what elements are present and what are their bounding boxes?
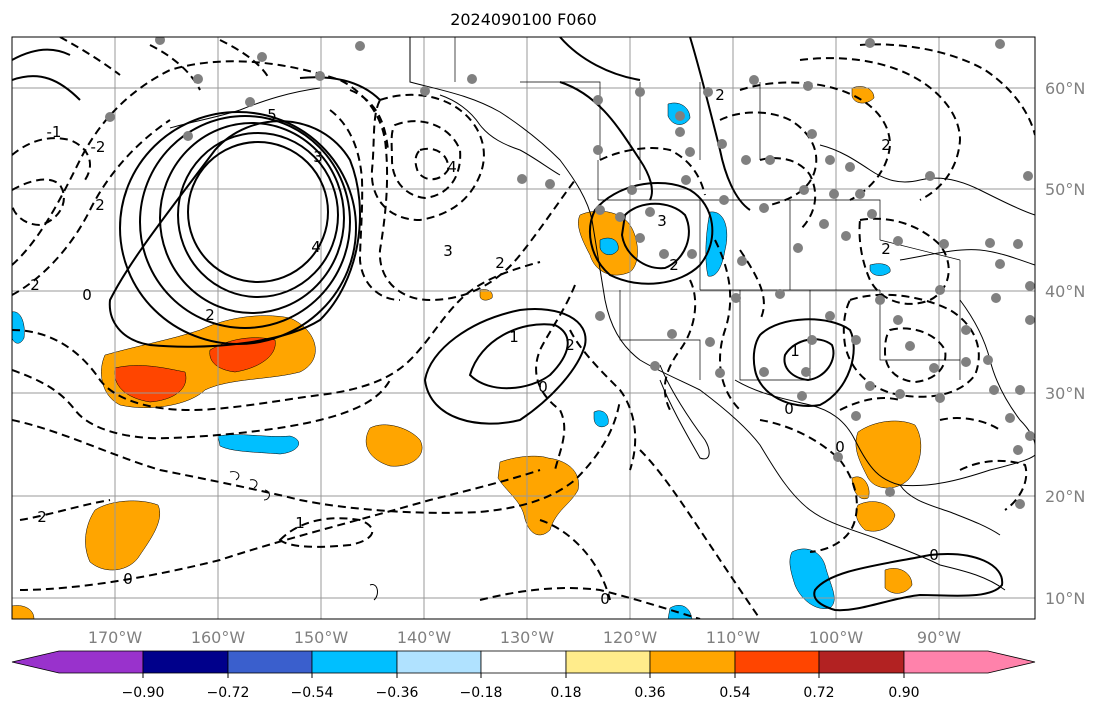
station-markers xyxy=(105,37,1035,509)
colorbar-ticks xyxy=(142,673,905,678)
latitude-labels: 60°N 50°N 40°N 30°N 20°N 10°N xyxy=(1045,79,1085,608)
colorbar-tick-label: 0.54 xyxy=(719,685,750,701)
contour-label: 3 xyxy=(313,148,323,166)
contour-label: 0 xyxy=(123,570,133,588)
colorbar-segment xyxy=(818,650,905,674)
colorbar-tick-label: 0.36 xyxy=(634,685,665,701)
map-frame xyxy=(11,36,1036,620)
longitude-labels: 170°W 160°W 150°W 140°W 130°W 120°W 110°… xyxy=(88,628,961,647)
contour-labels: 2 5 3 4 2 0 2 4 3 2 1 0 2 1 0 2 0 -2 -1 … xyxy=(30,86,939,608)
contour-label: 4 xyxy=(447,158,457,176)
map-title: 2024090100 F060 xyxy=(450,10,597,29)
contour-label: 2 xyxy=(565,336,575,354)
colorbar-segment xyxy=(142,650,229,674)
lon-label: 150°W xyxy=(294,628,349,647)
colorbar-tick-label: 0.18 xyxy=(550,685,581,701)
contour-label: 0 xyxy=(82,286,92,304)
contour-label: 4 xyxy=(311,238,321,256)
colorbar-tick-label: −0.90 xyxy=(122,685,165,701)
positive-contours xyxy=(12,37,1004,612)
colorbar-tick-labels: −0.90 −0.72 −0.54 −0.36 −0.18 0.18 0.36 … xyxy=(122,685,920,701)
lat-label: 50°N xyxy=(1045,180,1085,199)
lon-label: 100°W xyxy=(809,628,864,647)
lon-label: 160°W xyxy=(191,628,246,647)
colorbar-tick-label: −0.72 xyxy=(207,685,250,701)
contour-label: -2 xyxy=(91,138,106,156)
colorbar-tick-label: −0.36 xyxy=(376,685,419,701)
colorbar-segment xyxy=(396,650,482,674)
lon-label: 120°W xyxy=(603,628,658,647)
lat-label: 20°N xyxy=(1045,487,1085,506)
contour-label: 2 xyxy=(205,306,215,324)
contour-label: 3 xyxy=(443,242,453,260)
colorbar-tick-label: 0.90 xyxy=(888,685,919,701)
contour-label: 2 xyxy=(37,508,47,526)
colorbar-tick-label: −0.18 xyxy=(460,685,503,701)
map-panel: 2 5 3 4 2 0 2 4 3 2 1 0 2 1 0 2 0 -2 -1 … xyxy=(12,37,1035,619)
contour-label: -1 xyxy=(47,123,62,141)
colorbar-segment xyxy=(11,650,144,674)
contour-label: 2 xyxy=(95,196,105,214)
contour-label: 3 xyxy=(657,212,667,230)
contour-label: 2 xyxy=(495,254,505,272)
colorbar-tick-label: 0.72 xyxy=(803,685,834,701)
contour-label: 0 xyxy=(600,590,610,608)
coastlines xyxy=(169,37,1035,601)
lat-label: 40°N xyxy=(1045,282,1085,301)
contour-label: 0 xyxy=(835,438,845,456)
colorbar-segment xyxy=(734,650,820,674)
colorbar-segment xyxy=(227,650,313,674)
lat-label: 60°N xyxy=(1045,79,1085,98)
colorbar xyxy=(11,650,1036,674)
contour-label: 2 xyxy=(715,86,725,104)
colorbar-segment xyxy=(649,650,736,674)
political-borders xyxy=(454,37,961,381)
contour-label: 0 xyxy=(538,378,548,396)
contour-label: 2 xyxy=(881,136,891,154)
lon-label: 90°W xyxy=(917,628,961,647)
colorbar-tick-label: −0.54 xyxy=(291,685,334,701)
contour-label: 1 xyxy=(295,514,305,532)
contour-label: 2 xyxy=(881,240,891,258)
colorbar-segment xyxy=(311,650,398,674)
contour-label: 2 xyxy=(669,256,679,274)
colorbar-segment xyxy=(903,650,1036,674)
colorbar-segment xyxy=(565,650,651,674)
lon-label: 170°W xyxy=(88,628,143,647)
lon-label: 140°W xyxy=(397,628,452,647)
contour-label: 0 xyxy=(784,400,794,418)
negative-contours xyxy=(12,37,1035,619)
contour-label: 1 xyxy=(790,342,800,360)
contour-label: 5 xyxy=(267,106,277,124)
contour-label: 1 xyxy=(509,328,519,346)
lon-label: 130°W xyxy=(500,628,555,647)
lat-label: 10°N xyxy=(1045,589,1085,608)
contour-label: 0 xyxy=(929,546,939,564)
contour-label: 2 xyxy=(30,276,40,294)
lon-label: 110°W xyxy=(706,628,761,647)
lat-label: 30°N xyxy=(1045,384,1085,403)
colorbar-segment xyxy=(480,650,567,674)
